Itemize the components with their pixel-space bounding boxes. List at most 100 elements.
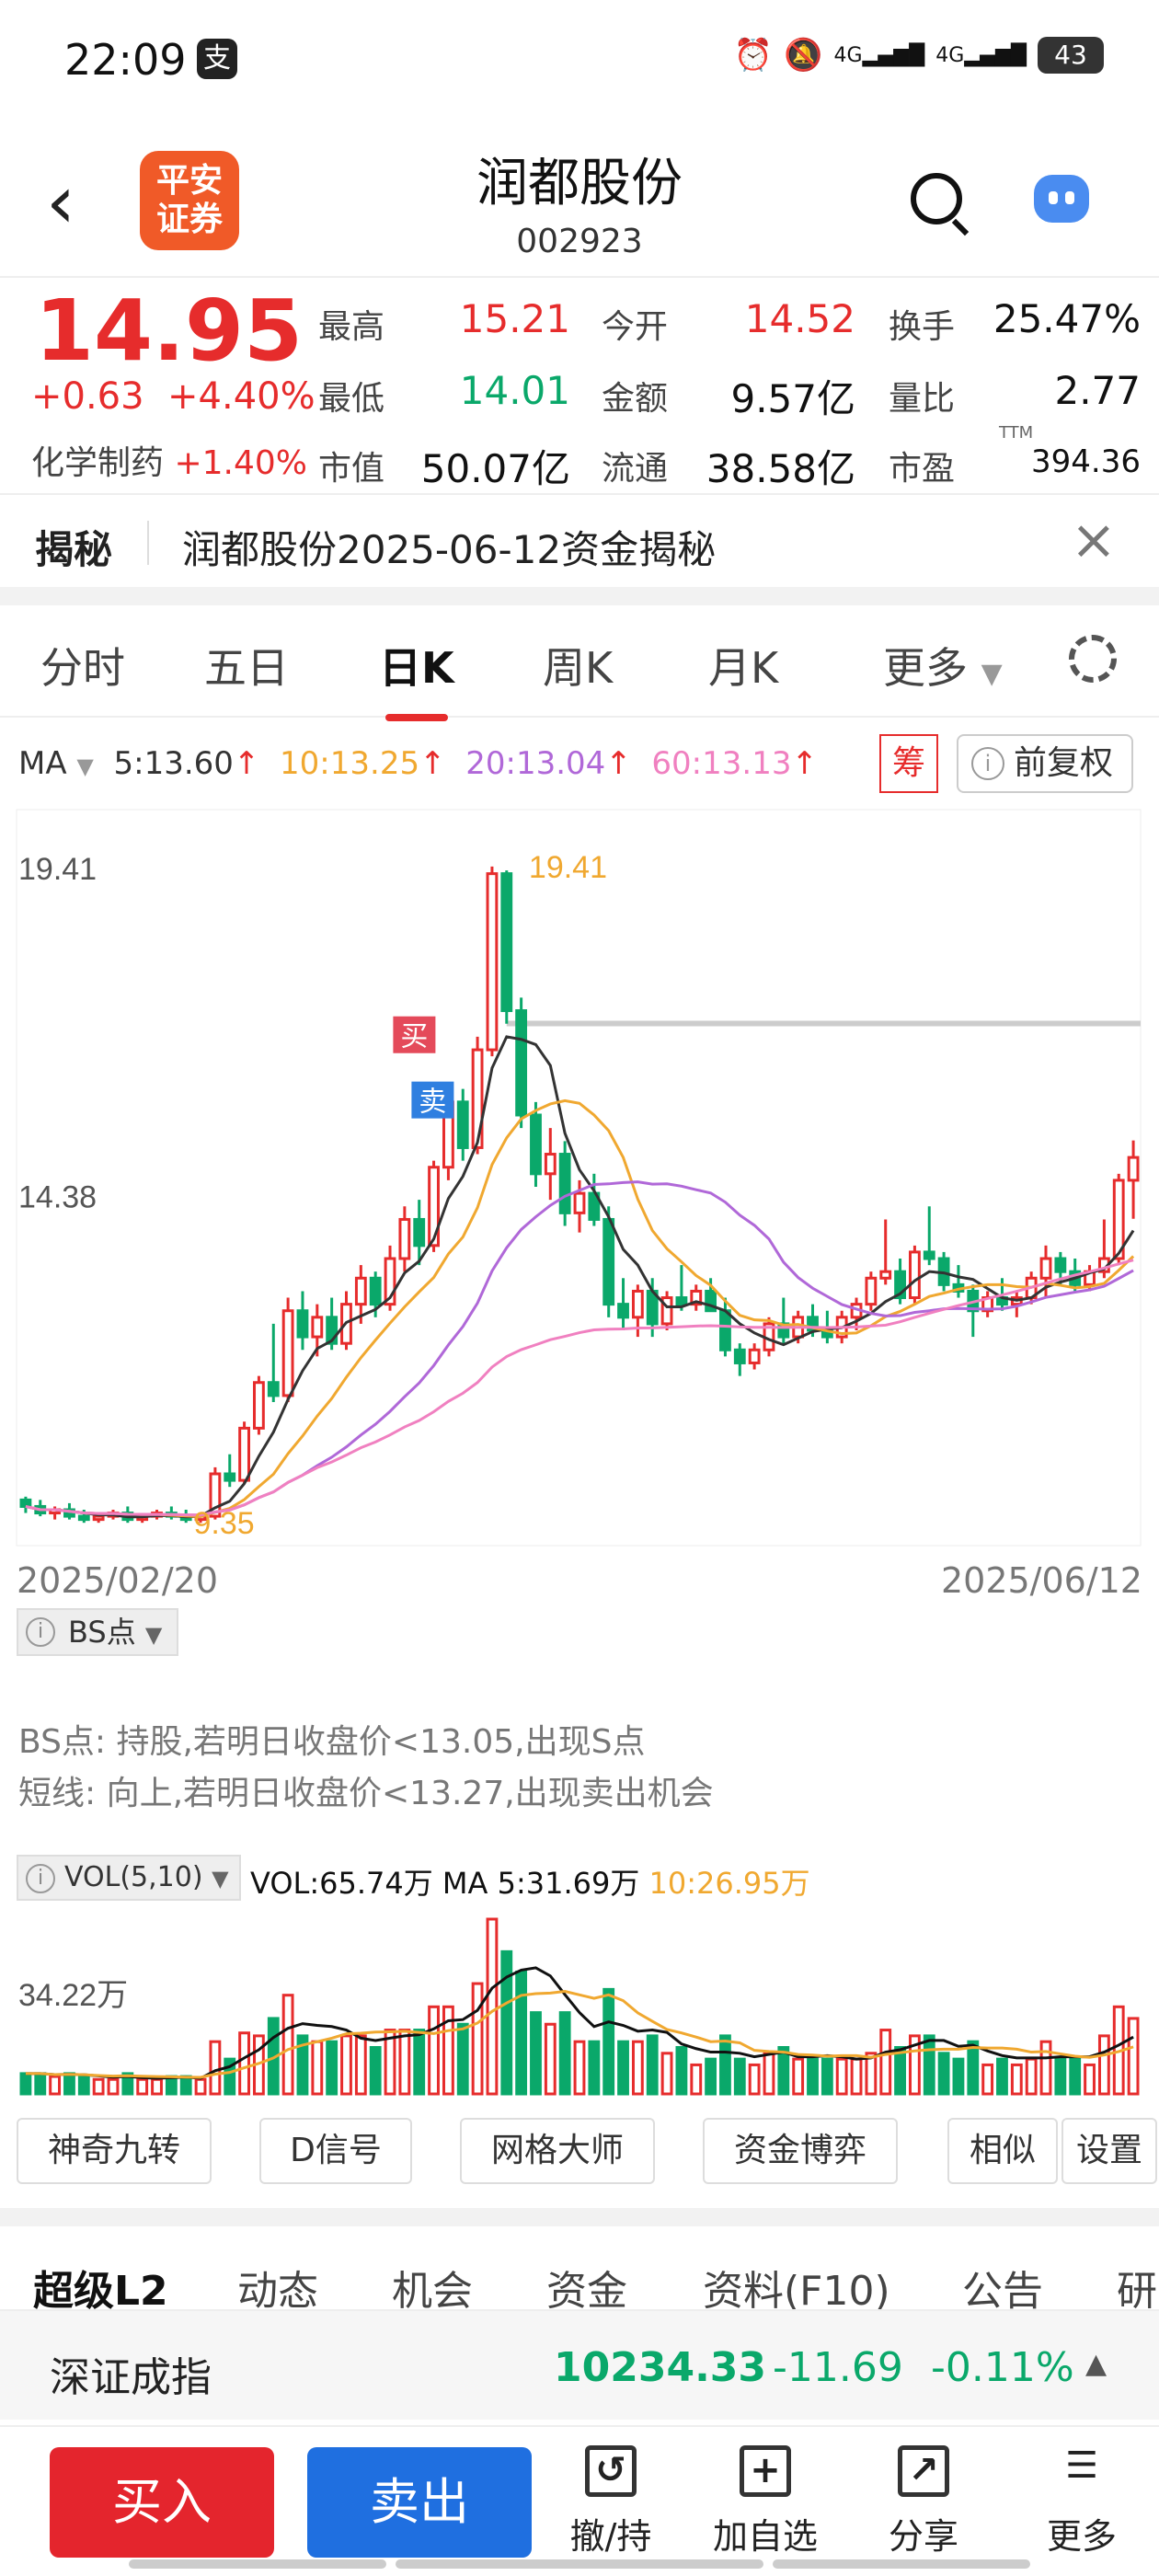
arrow-up-icon: ↑	[605, 745, 632, 782]
volume-bar	[733, 2057, 746, 2096]
volume-bar	[1069, 2057, 1082, 2096]
share-button[interactable]: ↗ 分享	[859, 2445, 988, 2559]
volume-bar	[719, 2034, 731, 2096]
volume-bar	[486, 1917, 499, 2096]
tool-nine-turns[interactable]: 神奇九转	[17, 2118, 212, 2184]
candle	[456, 1100, 469, 1149]
volume-bar	[456, 2022, 469, 2096]
plus-icon: +	[740, 2445, 791, 2497]
candle	[660, 1296, 673, 1326]
candle	[77, 1514, 90, 1522]
candle	[209, 1472, 222, 1518]
buy-marker	[393, 1016, 436, 1053]
quote-label: 最高	[318, 308, 385, 346]
candle	[428, 1166, 440, 1248]
quote-value: 9.57亿	[730, 376, 855, 421]
divider	[147, 521, 149, 565]
status-icons: ⏰ 🔕 4G▂▄▆█ 4G▂▄▆█ 43	[734, 37, 1104, 74]
quote-value: 50.07亿	[420, 446, 570, 491]
tool-capital-game[interactable]: 资金博弈	[703, 2118, 898, 2184]
tab-f10[interactable]: 资料(F10)	[703, 2268, 890, 2315]
adjust-button[interactable]: i 前复权	[957, 734, 1133, 793]
tab-research[interactable]: 研	[1117, 2268, 1157, 2315]
volume-bar	[442, 2005, 454, 2096]
volume-bar	[151, 2077, 163, 2096]
y-tick-label: 19.41	[18, 852, 97, 887]
volume-bar	[500, 1949, 513, 2096]
tool-similar[interactable]: 相似	[947, 2118, 1058, 2184]
candle	[281, 1309, 294, 1397]
cancel-hold-button[interactable]: ↺ 撤/持	[546, 2445, 675, 2559]
period-tabs: 分时 五日 日K 周K 月K 更多 ▼	[0, 607, 1159, 721]
volume-bar	[471, 1982, 484, 2096]
volume-bar	[369, 2046, 382, 2096]
info-icon: i	[26, 1617, 55, 1647]
tab-monthly-k[interactable]: 月K	[708, 643, 779, 693]
search-icon[interactable]	[911, 173, 962, 224]
chip-distribution-button[interactable]: 筹	[879, 734, 938, 793]
buy-button[interactable]: 买入	[50, 2447, 274, 2558]
more-button[interactable]: ☰ 更多	[1046, 2444, 1117, 2557]
volume-bar	[573, 2040, 586, 2096]
capital-reveal-bar[interactable]: 揭秘 润都股份2025-06-12资金揭秘 ×	[0, 493, 1159, 585]
gear-icon[interactable]	[1069, 635, 1117, 683]
tab-five-day[interactable]: 五日	[204, 643, 289, 693]
tab-more[interactable]: 更多 ▼	[883, 643, 1003, 693]
quote-label: 换手	[889, 308, 956, 346]
sector-change[interactable]: 化学制药 +1.40%	[31, 444, 307, 482]
ma-selector[interactable]: MA ▼	[18, 745, 94, 782]
broker-logo: 平安 证券	[140, 151, 239, 250]
volume-bar	[1039, 2040, 1052, 2096]
tab-capital[interactable]: 资金	[546, 2268, 627, 2315]
price-change: +0.63 +4.40%	[31, 375, 316, 418]
candle	[1127, 1156, 1140, 1182]
candle	[369, 1276, 382, 1306]
chevron-up-icon[interactable]: ▲	[1085, 2348, 1107, 2380]
volume-bar	[865, 2052, 878, 2096]
tool-d-signal[interactable]: D信号	[259, 2118, 412, 2184]
volume-bar	[996, 2057, 1008, 2096]
tool-settings[interactable]: 设置	[1061, 2118, 1157, 2184]
close-icon[interactable]: ×	[1070, 508, 1117, 572]
quote-label: 市盈	[889, 450, 956, 488]
tab-news[interactable]: 动态	[237, 2268, 318, 2315]
tab-weekly-k[interactable]: 周K	[543, 643, 614, 693]
quote-label: 流通	[602, 450, 669, 488]
reveal-text[interactable]: 润都股份2025-06-12资金揭秘	[182, 527, 717, 572]
volume-bar	[820, 2057, 833, 2096]
add-watchlist-button[interactable]: + 加自选	[701, 2445, 830, 2559]
candle	[923, 1250, 935, 1260]
volume-selector[interactable]: i VOL(5,10) ▼	[17, 1855, 241, 1901]
volume-bar	[281, 1994, 294, 2096]
candle	[515, 1009, 528, 1117]
status-time: 22:09	[64, 35, 187, 85]
tab-daily-k[interactable]: 日K	[379, 635, 454, 721]
kline-chart[interactable]: 19.41 14.38 19.41 9.35 买卖	[0, 800, 1159, 1555]
volume-chart[interactable]: 34.22万	[0, 1904, 1159, 2098]
volume-bar	[1127, 2017, 1140, 2096]
volume-bar	[34, 2072, 47, 2096]
tab-super-l2[interactable]: 超级L2	[33, 2268, 168, 2315]
assistant-robot-icon[interactable]	[1034, 175, 1089, 223]
candle	[486, 872, 499, 1052]
quote-label: 最低	[318, 380, 385, 418]
tool-grid-master[interactable]: 网格大师	[460, 2118, 655, 2184]
volume-bar	[748, 2063, 761, 2096]
tab-chance[interactable]: 机会	[392, 2268, 473, 2315]
arrow-up-icon: ↑	[419, 745, 446, 782]
volume-bar	[179, 2075, 192, 2096]
bs-point-selector[interactable]: i BS点 ▼	[17, 1608, 178, 1656]
index-ticker[interactable]: 深证成指 10234.33 -11.69 -0.11% ▲	[0, 2309, 1159, 2420]
tab-notice[interactable]: 公告	[962, 2268, 1043, 2315]
back-icon[interactable]: ‹	[46, 159, 75, 245]
volume-bar	[1025, 2057, 1038, 2096]
volume-bar	[515, 1970, 528, 2096]
volume-bar	[909, 2034, 921, 2096]
chart-frame	[16, 809, 1142, 1547]
sell-button[interactable]: 卖出	[307, 2447, 532, 2558]
candle	[253, 1381, 265, 1430]
volume-bar	[19, 2072, 32, 2096]
tab-intraday[interactable]: 分时	[40, 643, 125, 693]
volume-bar	[850, 2057, 863, 2096]
bs-line-1: BS点: 持股,若明日收盘价<13.05,出现S点	[18, 1723, 646, 1761]
